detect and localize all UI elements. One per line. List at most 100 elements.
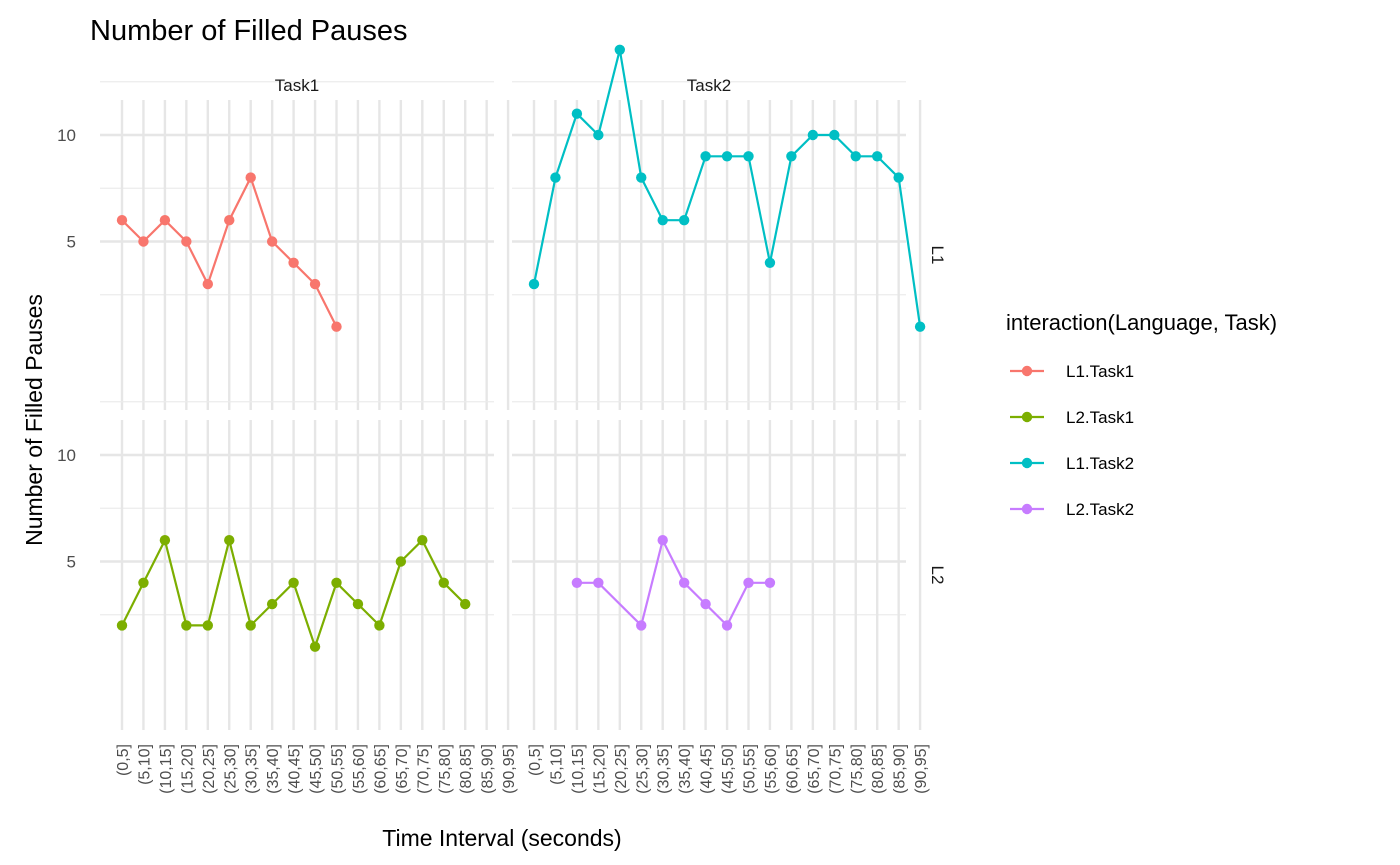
facet-row-label: L1 [928,246,947,265]
data-point [829,129,840,141]
x-tick-label: (35,40] [265,744,282,794]
data-point [850,151,861,162]
x-tick-label: (70,75] [415,744,432,794]
x-tick-label: (90,95] [501,744,518,794]
data-point [700,151,711,162]
legend-key-point [1021,457,1033,469]
x-tick-label: (30,35] [656,744,673,794]
panel-L1-Task2 [512,81,922,410]
x-tick-label: (20,25] [201,744,218,794]
legend-key-point [1021,365,1033,377]
data-point [245,172,256,183]
data-point [460,598,471,610]
x-tick-label: (60,65] [784,744,801,794]
data-point [678,215,690,226]
data-point [721,620,733,631]
legend-key-point [1021,503,1033,515]
legend-entry: L2.Task1 [1010,408,1134,427]
x-tick-label: (65,70] [806,744,823,794]
x-tick-label: (25,30] [634,744,651,794]
x-tick-label: (85,90] [480,744,497,794]
data-point [181,620,192,631]
data-point [202,620,213,631]
data-point [657,535,668,546]
data-point [914,321,926,332]
data-point [224,535,235,546]
data-point [181,236,192,247]
data-point [636,620,647,631]
x-tick-label: (40,45] [699,744,716,794]
data-point [614,44,625,55]
data-point [636,172,647,183]
data-point [116,215,128,226]
legend-label: L1.Task1 [1066,362,1134,381]
legend-label: L1.Task2 [1066,454,1134,473]
data-point [807,129,819,141]
x-tick-label: (50,55] [742,744,759,794]
x-tick-label: (45,50] [308,744,325,794]
data-point [288,577,299,588]
x-tick-label: (10,15] [570,744,587,794]
legend-title: interaction(Language, Task) [1006,310,1277,335]
y-axis-title: Number of Filled Pauses [21,294,47,546]
y-tick-label: 5 [67,553,76,572]
series-line [576,537,770,628]
data-point [721,151,733,162]
series-L1.Task2 [528,44,926,332]
data-point [417,535,428,546]
x-tick-label: (5,10] [548,744,565,785]
x-tick-label: (0,5] [527,744,544,776]
legend: interaction(Language, Task) L1.Task1 L2.T… [1006,310,1277,519]
x-tick-label: (90,95] [913,744,930,794]
data-point [138,236,149,247]
facet-row-label: L2 [928,566,947,585]
data-point [159,215,171,226]
x-tick-label: (60,65] [372,744,389,794]
data-point [288,257,299,268]
data-point [352,598,364,610]
data-point [678,577,690,588]
data-point [700,598,711,610]
series-L2.Task2 [571,535,776,631]
data-point [528,278,540,290]
x-tick-label: (35,40] [677,744,694,794]
legend-entry: L1.Task2 [1010,454,1134,473]
data-point [593,577,604,588]
series-L1.Task1 [116,172,342,332]
data-point [395,556,407,567]
x-tick-label: (80,85] [458,744,475,794]
data-point [331,577,342,588]
legend-label: L2.Task2 [1066,500,1134,519]
x-tick-label: (20,25] [613,744,630,794]
data-point [116,620,128,631]
x-tick-label: (5,10] [136,744,153,785]
panel-L2-Task1 [100,401,510,730]
data-point [764,257,776,268]
data-point [593,129,604,141]
panel-L1-Task1 [100,81,510,410]
data-point [743,577,754,588]
legend-label: L2.Task1 [1066,408,1134,427]
data-point [224,215,235,226]
legend-entry: L1.Task1 [1010,362,1134,381]
data-point [872,151,883,162]
data-point [571,108,583,119]
data-point [266,236,278,247]
data-point [309,278,321,290]
data-point [571,577,583,588]
data-point [374,620,385,631]
data-point [266,598,278,610]
data-point [245,620,256,631]
x-tick-label: (10,15] [158,744,175,794]
x-axis-title: Time Interval (seconds) [382,825,621,851]
x-tick-label: (55,60] [351,744,368,794]
data-point [657,215,668,226]
legend-entry: L2.Task2 [1010,500,1134,519]
facet-col-label: Task2 [687,76,731,95]
x-tick-label: (40,45] [287,744,304,794]
x-tick-label: (85,90] [892,744,909,794]
x-tick-label: (80,85] [870,744,887,794]
data-point [138,577,149,588]
x-tick-label: (15,20] [179,744,196,794]
